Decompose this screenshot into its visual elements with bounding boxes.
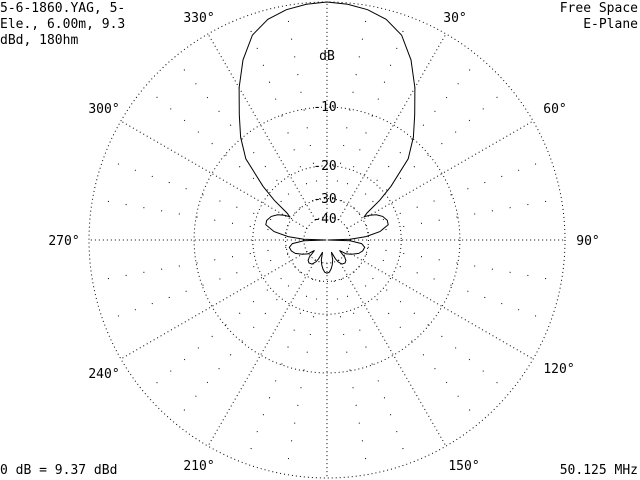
grid-spoke-major <box>120 120 308 229</box>
pattern-line <box>238 1 416 274</box>
angle-label-240: 240° <box>88 367 119 382</box>
file-info-line-1: 5-6-1860.YAG, 5- <box>0 1 125 16</box>
grid-spoke-major <box>346 251 534 360</box>
ring-label-minus-20: -20 <box>313 159 336 174</box>
polar-grid <box>88 1 566 479</box>
grid-spoke-minor <box>353 271 481 423</box>
grid-ring <box>285 198 369 282</box>
grid-spoke-minor <box>144 86 296 214</box>
frequency-label: 50.125 MHz <box>560 463 638 478</box>
grid-ring <box>88 1 566 479</box>
grid-spoke-major <box>346 120 534 229</box>
grid-spoke-minor <box>340 16 409 202</box>
grid-spoke-major <box>120 251 308 360</box>
grid-spoke-minor <box>144 266 296 394</box>
reference-label: 0 dB = 9.37 dBd <box>0 463 117 478</box>
grid-spoke-minor <box>103 253 289 322</box>
ring-label-minus-10: -10 <box>313 100 336 115</box>
grid-spoke-major <box>207 259 316 447</box>
angle-label-30: 30° <box>443 11 466 26</box>
angle-label-60: 60° <box>543 102 566 117</box>
pattern-trace <box>238 1 416 274</box>
grid-ring <box>193 106 461 374</box>
grid-spoke-minor <box>333 5 369 200</box>
grid-spoke-minor <box>245 278 314 464</box>
grid-spoke-minor <box>173 57 301 209</box>
grid-spoke-minor <box>173 271 301 423</box>
ring-label-minus-30: -30 <box>313 192 336 207</box>
angle-label-270: 270° <box>48 234 79 249</box>
grid-spoke-minor <box>358 86 510 214</box>
file-info-line-3: dBd, 180hm <box>0 33 78 48</box>
grid-spoke-minor <box>92 198 287 234</box>
grid-spoke-major <box>338 259 447 447</box>
grid-spoke-major <box>207 33 316 221</box>
grid-spoke-minor <box>92 246 287 282</box>
grid-spoke-minor <box>245 16 314 202</box>
angle-label-330: 330° <box>183 11 214 26</box>
grid-spoke-minor <box>285 280 321 475</box>
angle-label-120: 120° <box>543 362 574 377</box>
angle-label-210: 210° <box>183 459 214 474</box>
angle-label-90: 90° <box>576 234 599 249</box>
grid-ring <box>252 165 402 315</box>
grid-spoke-major <box>338 33 447 221</box>
grid-spoke-minor <box>340 278 409 464</box>
grid-spoke-minor <box>353 57 481 209</box>
angle-label-150: 150° <box>448 459 479 474</box>
grid-spoke-minor <box>365 158 551 227</box>
angle-label-300: 300° <box>88 102 119 117</box>
environment-label: Free Space <box>560 1 638 16</box>
file-info-line-2: Ele., 6.00m, 9.3 <box>0 17 125 32</box>
grid-spoke-minor <box>333 280 369 475</box>
ring-label-minus-40: -40 <box>313 212 336 227</box>
plane-label: E-Plane <box>583 17 638 32</box>
radial-unit-label: dB <box>319 49 335 64</box>
grid-spoke-minor <box>365 253 551 322</box>
grid-spoke-minor <box>358 266 510 394</box>
grid-spoke-minor <box>103 158 289 227</box>
